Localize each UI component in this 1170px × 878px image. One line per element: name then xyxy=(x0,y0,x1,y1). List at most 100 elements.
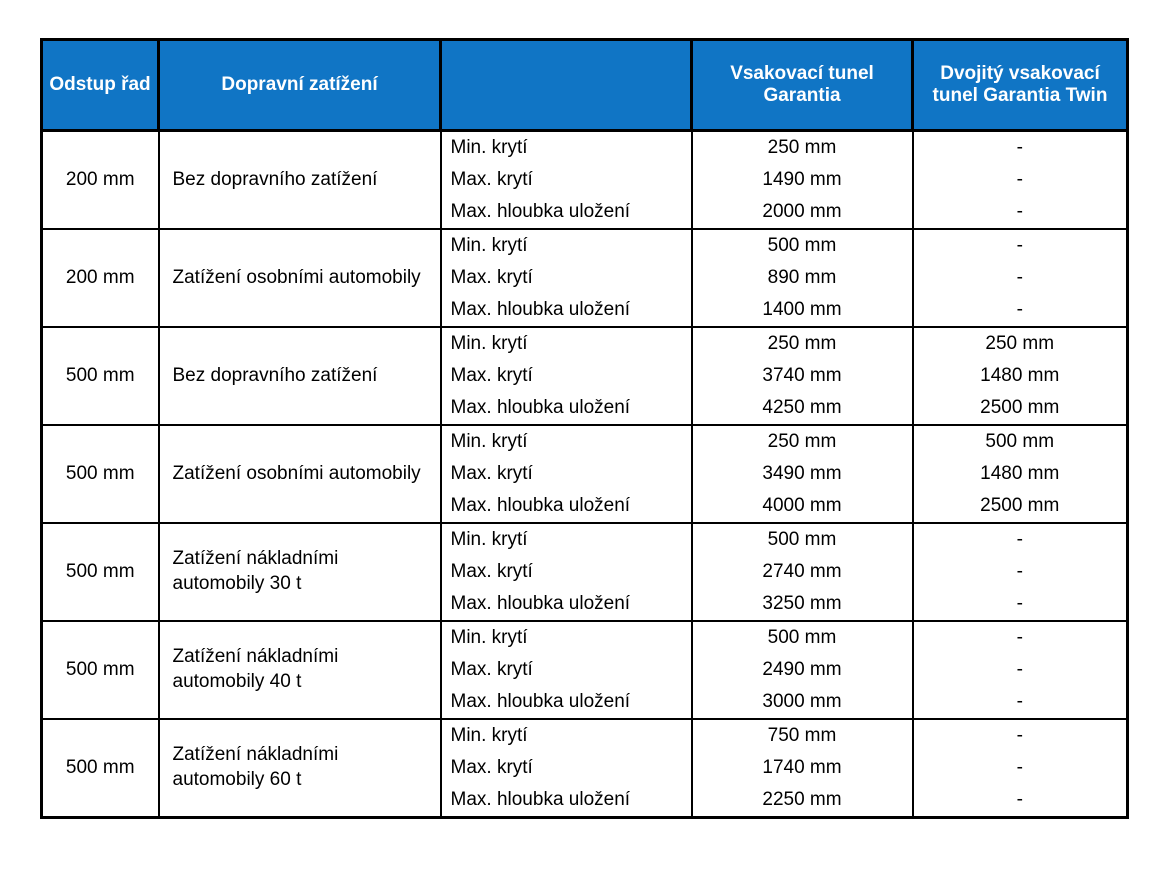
garantia-value-cell: 2250 mm xyxy=(690,784,914,818)
garantia-value-cell: 1400 mm xyxy=(690,294,914,327)
table-row: Max. krytí 3490 mm 1480 mm xyxy=(42,458,1129,490)
garantia-value-cell: 250 mm xyxy=(690,326,914,360)
load-cell: Zatížení nákladními automobily 60 t xyxy=(157,718,442,818)
table-row: 200 mm Zatížení osobními automobily Min.… xyxy=(40,228,1129,327)
garantia-value-cell: 750 mm xyxy=(690,718,914,752)
table-row: 500 mm Zatížení nákladními automobily 30… xyxy=(40,522,1129,621)
garantia-value-cell: 1740 mm xyxy=(690,752,914,784)
twin-value-cell: - xyxy=(911,129,1129,164)
spacing-cell: 200 mm xyxy=(40,228,160,327)
table-row: Max. hloubka uložení 4250 mm 2500 mm xyxy=(42,392,1129,425)
twin-value-cell: - xyxy=(911,718,1129,752)
twin-value-cell: 250 mm xyxy=(911,326,1129,360)
table-row: Max. krytí 1740 mm - xyxy=(42,752,1129,784)
row-label-cell: Max. krytí xyxy=(439,164,693,196)
row-label-cell: Min. krytí xyxy=(439,718,693,752)
row-label-cell: Max. hloubka uložení xyxy=(439,784,693,818)
spacing-cell: 500 mm xyxy=(40,718,160,818)
twin-value-cell: - xyxy=(911,164,1129,196)
load-cell: Zatížení nákladními automobily 40 t xyxy=(157,620,442,719)
row-label-cell: Min. krytí xyxy=(439,424,693,458)
garantia-value-cell: 2490 mm xyxy=(690,654,914,686)
col-header-garantia-twin: Dvojitý vsakovací tunel Garantia Twin xyxy=(911,38,1129,132)
twin-value-cell: - xyxy=(911,654,1129,686)
twin-value-cell: - xyxy=(911,588,1129,621)
table-row: 500 mm Zatížení nákladními automobily 60… xyxy=(40,718,1129,818)
row-label-cell: Max. krytí xyxy=(439,556,693,588)
load-cell: Zatížení nákladními automobily 30 t xyxy=(157,522,442,621)
garantia-value-cell: 3740 mm xyxy=(690,360,914,392)
twin-value-cell: - xyxy=(911,196,1129,229)
installation-depth-table: Odstup řad Dopravní zatížení Vsakovací t… xyxy=(40,38,1129,819)
twin-value-cell: - xyxy=(911,784,1129,818)
twin-value-cell: 1480 mm xyxy=(911,360,1129,392)
garantia-value-cell: 2740 mm xyxy=(690,556,914,588)
twin-value-cell: - xyxy=(911,228,1129,262)
row-label-cell: Max. hloubka uložení xyxy=(439,196,693,229)
garantia-value-cell: 250 mm xyxy=(690,424,914,458)
garantia-value-cell: 3250 mm xyxy=(690,588,914,621)
row-label-cell: Max. hloubka uložení xyxy=(439,686,693,719)
row-label-cell: Min. krytí xyxy=(439,228,693,262)
table-body: 200 mm Bez dopravního zatížení Min. kryt… xyxy=(40,129,1129,818)
row-label-cell: Min. krytí xyxy=(439,129,693,164)
row-label-cell: Max. hloubka uložení xyxy=(439,588,693,621)
header-row: Odstup řad Dopravní zatížení Vsakovací t… xyxy=(40,38,1129,132)
row-label-cell: Min. krytí xyxy=(439,620,693,654)
col-header-odstup-rad: Odstup řad xyxy=(40,38,160,132)
load-cell: Zatížení osobními automobily xyxy=(157,228,442,327)
table-header: Odstup řad Dopravní zatížení Vsakovací t… xyxy=(40,38,1129,132)
twin-value-cell: 2500 mm xyxy=(911,392,1129,425)
row-label-cell: Max. hloubka uložení xyxy=(439,490,693,523)
twin-value-cell: - xyxy=(911,752,1129,784)
twin-value-cell: - xyxy=(911,620,1129,654)
load-cell: Bez dopravního zatížení xyxy=(157,326,442,425)
table-row: Max. krytí 2490 mm - xyxy=(42,654,1129,686)
garantia-value-cell: 2000 mm xyxy=(690,196,914,229)
spacing-cell: 200 mm xyxy=(40,129,160,229)
twin-value-cell: - xyxy=(911,262,1129,294)
col-header-garantia: Vsakovací tunel Garantia xyxy=(690,38,914,132)
garantia-value-cell: 500 mm xyxy=(690,522,914,556)
load-cell: Bez dopravního zatížení xyxy=(157,129,442,229)
twin-value-cell: 1480 mm xyxy=(911,458,1129,490)
row-label-cell: Max. krytí xyxy=(439,654,693,686)
garantia-value-cell: 3490 mm xyxy=(690,458,914,490)
table-row: Max. hloubka uložení 2250 mm - xyxy=(42,784,1129,818)
row-label-cell: Max. krytí xyxy=(439,262,693,294)
garantia-value-cell: 3000 mm xyxy=(690,686,914,719)
table-row: Max. hloubka uložení 4000 mm 2500 mm xyxy=(42,490,1129,523)
spacing-cell: 500 mm xyxy=(40,522,160,621)
table-row: Max. krytí 1490 mm - xyxy=(42,164,1129,196)
garantia-value-cell: 4000 mm xyxy=(690,490,914,523)
garantia-value-cell: 4250 mm xyxy=(690,392,914,425)
twin-value-cell: - xyxy=(911,294,1129,327)
garantia-value-cell: 500 mm xyxy=(690,228,914,262)
garantia-value-cell: 1490 mm xyxy=(690,164,914,196)
row-label-cell: Min. krytí xyxy=(439,326,693,360)
row-label-cell: Min. krytí xyxy=(439,522,693,556)
table-row: Max. hloubka uložení 3000 mm - xyxy=(42,686,1129,719)
table-row: 500 mm Zatížení nákladními automobily 40… xyxy=(40,620,1129,719)
twin-value-cell: - xyxy=(911,556,1129,588)
garantia-value-cell: 250 mm xyxy=(690,129,914,164)
table-row: Max. krytí 3740 mm 1480 mm xyxy=(42,360,1129,392)
table-row: 500 mm Bez dopravního zatížení Min. kryt… xyxy=(40,326,1129,425)
garantia-value-cell: 890 mm xyxy=(690,262,914,294)
twin-value-cell: - xyxy=(911,522,1129,556)
table-row: Max. hloubka uložení 2000 mm - xyxy=(42,196,1129,229)
twin-value-cell: 500 mm xyxy=(911,424,1129,458)
table-row: Max. krytí 890 mm - xyxy=(42,262,1129,294)
spec-table-container: Odstup řad Dopravní zatížení Vsakovací t… xyxy=(40,38,1129,819)
twin-value-cell: - xyxy=(911,686,1129,719)
table-row: Max. hloubka uložení 1400 mm - xyxy=(42,294,1129,327)
spacing-cell: 500 mm xyxy=(40,424,160,523)
spacing-cell: 500 mm xyxy=(40,620,160,719)
table-row: Max. krytí 2740 mm - xyxy=(42,556,1129,588)
garantia-value-cell: 500 mm xyxy=(690,620,914,654)
row-label-cell: Max. hloubka uložení xyxy=(439,294,693,327)
row-label-cell: Max. krytí xyxy=(439,458,693,490)
col-header-dopravni-zatizeni: Dopravní zatížení xyxy=(157,38,442,132)
load-cell: Zatížení osobními automobily xyxy=(157,424,442,523)
table-row: Max. hloubka uložení 3250 mm - xyxy=(42,588,1129,621)
